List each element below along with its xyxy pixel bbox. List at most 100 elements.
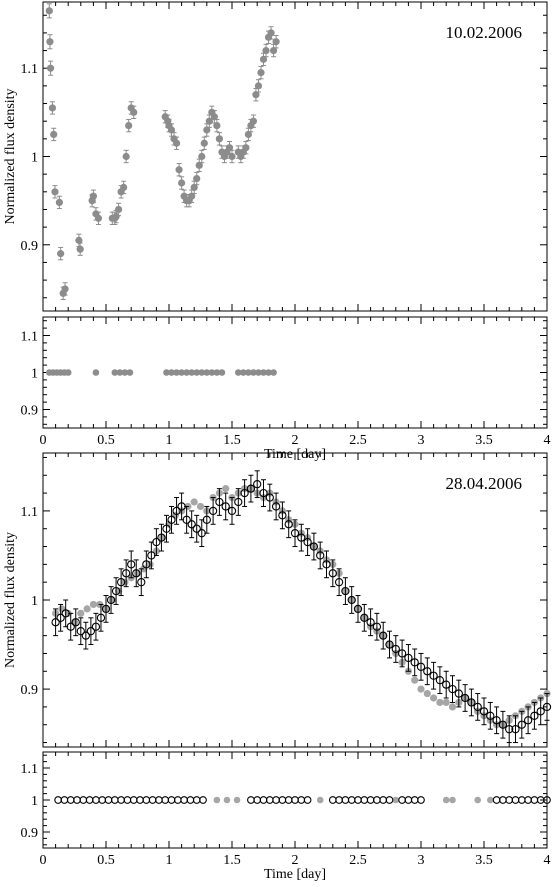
- data-point: [50, 130, 58, 139]
- x-tick-label: 3: [418, 433, 425, 448]
- data-point: [530, 796, 539, 804]
- y-tick-label: 1.1: [21, 330, 39, 345]
- data-point: [278, 796, 287, 804]
- data-point: [208, 369, 216, 376]
- data-point: [303, 537, 312, 547]
- data-point: [430, 694, 438, 702]
- data-point: [328, 569, 337, 578]
- data-point: [360, 796, 369, 804]
- data-point: [213, 369, 221, 376]
- data-point: [391, 644, 400, 654]
- data-point: [523, 716, 533, 725]
- data-point: [429, 671, 438, 680]
- data-point: [247, 796, 255, 804]
- data-point: [51, 188, 59, 196]
- data-point: [171, 511, 179, 519]
- data-point: [250, 369, 257, 376]
- data-point: [347, 595, 356, 605]
- data-point: [341, 796, 350, 804]
- data-point: [136, 796, 144, 804]
- data-point: [208, 506, 218, 516]
- x-tick-label: 1.5: [223, 433, 241, 448]
- data-point: [210, 113, 218, 121]
- data-point: [486, 711, 495, 720]
- data-point: [92, 369, 100, 376]
- data-point: [253, 796, 262, 804]
- data-point: [392, 796, 400, 804]
- data-series: [45, 3, 280, 301]
- y-tick-label: 1.1: [21, 62, 39, 77]
- data-point: [227, 506, 237, 516]
- data-point: [96, 613, 106, 622]
- data-point: [284, 796, 293, 804]
- data-point: [215, 497, 224, 507]
- data-point: [76, 627, 85, 636]
- data-point: [186, 796, 195, 804]
- data-point: [254, 82, 263, 90]
- data-point: [188, 369, 195, 376]
- data-point: [498, 720, 508, 729]
- data-point: [64, 369, 72, 376]
- data-point: [492, 716, 501, 725]
- data-point: [173, 796, 182, 804]
- data-point: [435, 676, 445, 685]
- data-point: [511, 796, 520, 804]
- data-point: [180, 796, 188, 804]
- data-point: [404, 796, 413, 804]
- data-point: [267, 29, 275, 37]
- data-point: [76, 245, 84, 253]
- data-point: [125, 122, 133, 130]
- y-tick-label: 0.9: [21, 683, 39, 698]
- x-tick-label: 2.5: [349, 433, 367, 448]
- x-tick-label: 4: [544, 853, 551, 868]
- data-series: [213, 796, 494, 804]
- data-point: [253, 480, 262, 489]
- y-axis-label: Normalized flux density: [3, 532, 18, 668]
- data-point: [297, 796, 306, 804]
- data-point: [205, 117, 213, 125]
- data-point: [195, 161, 203, 169]
- data-point: [410, 796, 419, 804]
- data-point: [536, 707, 545, 716]
- data-point: [140, 565, 148, 573]
- data-point: [245, 369, 252, 376]
- data-point: [58, 605, 66, 613]
- data-point: [157, 533, 166, 542]
- data-point: [242, 144, 250, 152]
- data-point: [64, 609, 72, 617]
- data-point: [175, 166, 183, 174]
- data-point: [172, 139, 181, 147]
- y-tick-label: 1: [31, 794, 38, 809]
- data-point: [235, 369, 242, 376]
- data-point: [448, 684, 457, 694]
- data-point: [106, 595, 116, 605]
- data-point: [121, 369, 129, 376]
- data-point: [66, 622, 75, 631]
- data-point: [271, 502, 281, 511]
- data-point: [297, 533, 306, 542]
- data-point: [417, 685, 425, 693]
- data-point: [161, 796, 170, 804]
- y-tick-label: 0.9: [21, 239, 39, 254]
- data-point: [442, 796, 450, 804]
- data-point: [55, 198, 63, 207]
- data-point: [190, 183, 198, 191]
- data-point: [167, 515, 176, 524]
- data-point: [168, 369, 175, 376]
- data-point: [542, 702, 552, 712]
- data-point: [167, 126, 176, 134]
- data-series: [52, 485, 551, 729]
- y-tick-label: 0.9: [21, 826, 39, 841]
- data-point: [505, 796, 514, 804]
- data-point: [46, 38, 54, 46]
- data-point: [354, 796, 362, 804]
- data-point: [66, 796, 75, 804]
- data-point: [454, 689, 463, 698]
- data-point: [259, 488, 268, 498]
- data-point: [334, 578, 344, 587]
- data-point: [115, 205, 123, 214]
- data-point: [57, 250, 65, 258]
